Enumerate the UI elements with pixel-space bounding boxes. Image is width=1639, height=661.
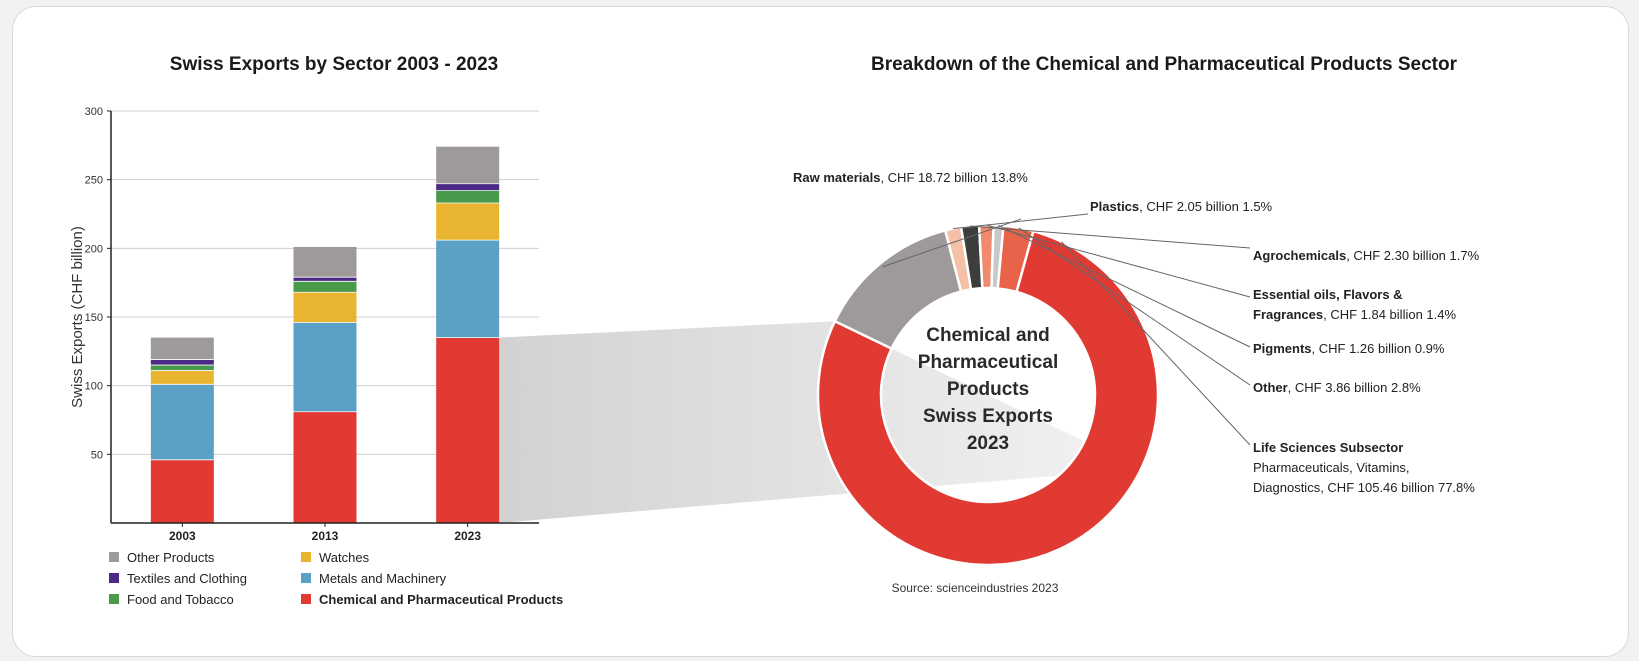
label-pigments: Pigments, CHF 1.26 billion 0.9% xyxy=(1253,341,1445,356)
bar-chart-title: Swiss Exports by Sector 2003 - 2023 xyxy=(170,54,498,75)
bar-2013-food-and-tobacco xyxy=(293,281,357,293)
legend-swatch-chemical-and-pharmaceutical-products xyxy=(301,594,311,604)
y-tick-label-200: 200 xyxy=(85,243,103,255)
legend-label-chemical-and-pharmaceutical-products: Chemical and Pharmaceutical Products xyxy=(319,592,563,607)
center-label-line-3: Products xyxy=(947,379,1029,400)
bar-2003-metals-and-machinery xyxy=(150,384,214,460)
leader-pigments xyxy=(998,224,1251,348)
bar-2023-chemical-and-pharmaceutical-products xyxy=(436,337,500,523)
legend-swatch-metals-and-machinery xyxy=(301,573,311,583)
chart-card: Swiss Exports by Sector 2003 - 2023 Swis… xyxy=(12,6,1629,657)
center-label-line-2: Pharmaceutical xyxy=(918,352,1058,373)
legend-label-watches: Watches xyxy=(319,550,370,565)
x-tick-label-2013: 2013 xyxy=(312,529,339,543)
bar-2003-watches xyxy=(150,370,214,385)
leader-other xyxy=(1018,227,1251,386)
bar-2013-metals-and-machinery xyxy=(293,322,357,412)
y-tick-label-300: 300 xyxy=(85,106,103,118)
bar-2003-food-and-tobacco xyxy=(150,365,214,371)
center-label-line-4: Swiss Exports xyxy=(923,406,1053,427)
leader-lines xyxy=(882,213,1251,446)
bar-2023-other-products xyxy=(436,146,500,184)
bar-2003-chemical-and-pharmaceutical-products xyxy=(150,459,214,523)
donut-slice-life-sciences-subsector xyxy=(816,229,1160,567)
leader-life-sciences xyxy=(1061,241,1251,446)
legend-swatch-watches xyxy=(301,552,311,562)
y-tick-label-250: 250 xyxy=(85,175,103,187)
label-life-sciences-line2: Pharmaceuticals, Vitamins, xyxy=(1253,460,1410,475)
bar-2003-textiles-and-clothing xyxy=(150,359,214,366)
label-agrochemicals: Agrochemicals, CHF 2.30 billion 1.7% xyxy=(1253,248,1480,263)
center-label-line-1: Chemical and xyxy=(926,325,1050,346)
legend-label-other-products: Other Products xyxy=(127,550,215,565)
bar-2013-watches xyxy=(293,292,357,323)
stacked-bars xyxy=(150,146,500,523)
bar-2013-chemical-and-pharmaceutical-products xyxy=(293,411,357,523)
legend-label-metals-and-machinery: Metals and Machinery xyxy=(319,571,447,586)
y-axis-label: Swiss Exports (CHF billion) xyxy=(69,226,86,408)
center-label-line-5: 2023 xyxy=(967,433,1009,454)
x-tick-label-2003: 2003 xyxy=(169,529,196,543)
label-essential-oils-line1: Essential oils, Flavors & xyxy=(1253,287,1403,302)
bar-2013-other-products xyxy=(293,246,357,278)
leader-essential-oils xyxy=(986,224,1251,298)
slice-labels: Raw materials, CHF 18.72 billion 13.8% Pl… xyxy=(793,170,1480,495)
donut-slices xyxy=(816,223,1160,567)
bar-2023-metals-and-machinery xyxy=(436,240,500,338)
source-note: Source: scienceindustries 2023 xyxy=(892,581,1059,595)
x-tick-labels: 2003 2013 2023 xyxy=(169,523,481,543)
legend-label-food-and-tobacco: Food and Tobacco xyxy=(127,592,234,607)
legend-label-textiles-and-clothing: Textiles and Clothing xyxy=(127,571,247,586)
chart-canvas: Swiss Exports by Sector 2003 - 2023 Swis… xyxy=(69,54,1480,607)
bar-2003-other-products xyxy=(150,337,214,360)
legend-swatch-food-and-tobacco xyxy=(109,594,119,604)
legend-swatch-other-products xyxy=(109,552,119,562)
label-plastics: Plastics, CHF 2.05 billion 1.5% xyxy=(1090,199,1273,214)
label-essential-oils-line2: Fragrances, CHF 1.84 billion 1.4% xyxy=(1253,307,1456,322)
donut-center-label: Chemical and Pharmaceutical Products Swiss … xyxy=(918,325,1058,454)
leader-agrochemicals xyxy=(970,225,1251,249)
y-tick-label-50: 50 xyxy=(91,449,103,461)
y-tick-labels: 50 100 150 200 250 300 xyxy=(85,106,103,461)
y-tick-label-100: 100 xyxy=(85,381,103,393)
x-tick-label-2023: 2023 xyxy=(454,529,481,543)
leader-raw-materials xyxy=(882,218,1022,268)
y-tick-label-150: 150 xyxy=(85,312,103,324)
bar-legend: Other Products Watches Textiles and Clothi… xyxy=(109,550,563,607)
bar-2013-textiles-and-clothing xyxy=(293,277,357,282)
label-raw-materials: Raw materials, CHF 18.72 billion 13.8% xyxy=(793,170,1028,185)
bar-2023-food-and-tobacco xyxy=(436,190,500,204)
label-life-sciences-line3: Diagnostics, CHF 105.46 billion 77.8% xyxy=(1253,480,1475,495)
label-other: Other, CHF 3.86 billion 2.8% xyxy=(1253,380,1421,395)
bar-2023-textiles-and-clothing xyxy=(436,183,500,191)
legend-swatch-textiles-and-clothing xyxy=(109,573,119,583)
donut-chart-title: Breakdown of the Chemical and Pharmaceut… xyxy=(871,54,1458,75)
label-life-sciences-title: Life Sciences Subsector xyxy=(1253,440,1403,455)
bar-2023-watches xyxy=(436,203,500,241)
